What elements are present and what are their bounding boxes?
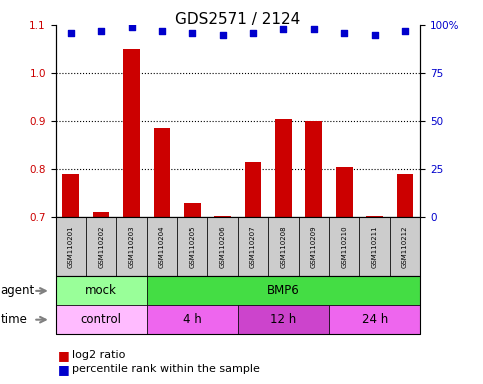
Bar [184,203,200,217]
Text: GSM110203: GSM110203 [128,225,135,268]
Bar [245,162,261,217]
Text: agent: agent [0,285,35,297]
Text: GSM110208: GSM110208 [281,225,286,268]
Text: GSM110211: GSM110211 [371,225,378,268]
Text: GSM110205: GSM110205 [189,225,195,268]
Bar [366,215,383,217]
Text: GSM110206: GSM110206 [220,225,226,268]
Bar [336,167,353,217]
Point [280,26,287,32]
Bar [214,215,231,217]
Bar [93,212,110,217]
Text: GSM110209: GSM110209 [311,225,317,268]
Text: 24 h: 24 h [361,313,388,326]
Text: GDS2571 / 2124: GDS2571 / 2124 [175,12,300,26]
Text: 12 h: 12 h [270,313,297,326]
Bar [62,174,79,217]
Text: GSM110201: GSM110201 [68,225,74,268]
Point [97,28,105,34]
Text: control: control [81,313,122,326]
Text: GSM110202: GSM110202 [98,225,104,268]
Point [188,30,196,36]
Text: ■: ■ [58,363,70,376]
Point [249,30,257,36]
Text: percentile rank within the sample: percentile rank within the sample [72,364,260,374]
Text: GSM110207: GSM110207 [250,225,256,268]
Bar [123,49,140,217]
Point [310,26,318,32]
Text: BMP6: BMP6 [267,285,300,297]
Bar [275,119,292,217]
Text: mock: mock [85,285,117,297]
Point [219,31,227,38]
Bar [154,128,170,217]
Text: ■: ■ [58,349,70,362]
Point [67,30,74,36]
Point [128,24,135,30]
Bar [397,174,413,217]
Point [371,31,379,38]
Text: 4 h: 4 h [183,313,202,326]
Text: GSM110212: GSM110212 [402,225,408,268]
Bar [305,121,322,217]
Point [341,30,348,36]
Text: GSM110204: GSM110204 [159,225,165,268]
Text: GSM110210: GSM110210 [341,225,347,268]
Text: time: time [0,313,28,326]
Text: log2 ratio: log2 ratio [72,350,126,360]
Point [401,28,409,34]
Point [158,28,166,34]
